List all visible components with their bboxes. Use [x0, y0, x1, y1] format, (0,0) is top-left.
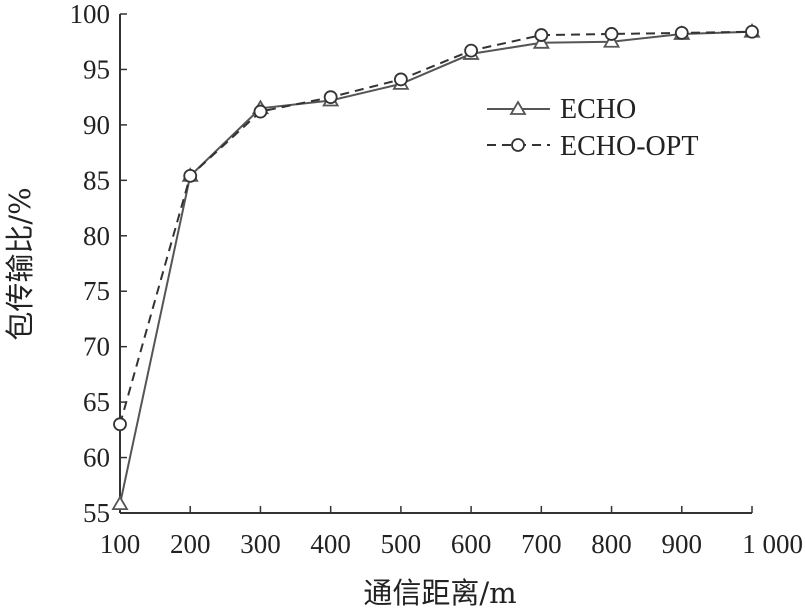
series-line-echo — [119, 30, 753, 505]
x-tick-label: 100 — [100, 529, 141, 559]
x-ticks: 100 200 300 400 500 600 700 800 900 1 000 — [100, 506, 803, 559]
y-tick-label: 75 — [83, 276, 110, 306]
data-point-echo-opt — [253, 104, 268, 119]
y-tick-label: 60 — [83, 443, 110, 473]
x-tick-label: 900 — [662, 529, 703, 559]
x-tick-label: 400 — [310, 529, 351, 559]
data-point-echo-opt — [534, 28, 549, 42]
legend-marker-echo — [509, 100, 527, 115]
x-tick-label: 500 — [381, 529, 422, 559]
y-tick-label: 70 — [83, 332, 110, 362]
legend: ECHO ECHO-OPT — [487, 94, 698, 162]
data-point-echo-opt — [183, 168, 198, 183]
x-tick-label: 200 — [170, 529, 211, 559]
y-tick-label: 100 — [70, 0, 111, 29]
data-point-echo-opt — [393, 72, 408, 87]
data-point-echo-opt — [745, 24, 759, 39]
y-tick-label: 85 — [83, 165, 110, 195]
data-point-echo-opt — [604, 27, 619, 41]
legend-item-echo-opt: ECHO-OPT — [487, 131, 698, 162]
y-tick-label: 65 — [83, 387, 110, 417]
series-layer — [111, 22, 761, 511]
y-tick-label: 80 — [83, 221, 110, 251]
legend-item-echo: ECHO — [487, 94, 636, 125]
x-tick-label: 1 000 — [742, 529, 803, 559]
x-tick-label: 800 — [591, 529, 632, 559]
y-tick-label: 55 — [83, 498, 110, 528]
x-tick-label: 300 — [240, 529, 281, 559]
axes — [119, 14, 752, 514]
data-point-echo-opt — [464, 43, 479, 58]
x-axis-title: 通信距离/m — [363, 576, 516, 610]
data-point-echo-opt — [674, 25, 689, 40]
x-tick-label: 600 — [451, 529, 492, 559]
y-tick-label: 90 — [83, 110, 110, 140]
y-ticks: 55 60 65 70 75 80 85 90 95 100 — [70, 0, 127, 528]
series-line-echo-opt — [119, 30, 753, 425]
data-point-echo-opt — [113, 417, 127, 432]
legend-label-echo: ECHO — [560, 94, 636, 125]
y-axis-title: 包传输比/% — [3, 187, 37, 340]
data-point-echo — [111, 495, 129, 511]
y-tick-label: 95 — [83, 54, 110, 84]
legend-marker-echo-opt — [511, 138, 525, 152]
data-point-echo-opt — [323, 90, 338, 105]
x-tick-label: 700 — [521, 529, 562, 559]
legend-label-echo-opt: ECHO-OPT — [560, 131, 698, 162]
